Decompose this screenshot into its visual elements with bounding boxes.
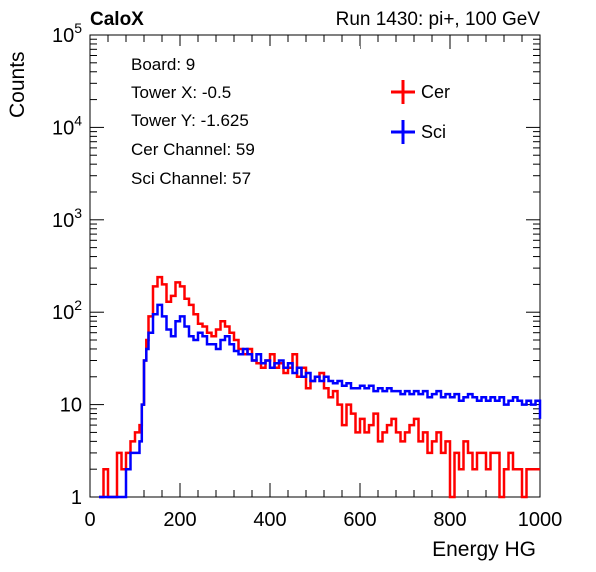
y-tick-label: 103 xyxy=(52,205,82,232)
info-box xyxy=(122,46,360,198)
x-tick-label: 1000 xyxy=(518,509,563,531)
x-tick-labels: 0 200 400 600 800 1000 xyxy=(84,509,562,531)
info-line-sci-channel: Sci Channel: 57 xyxy=(131,169,251,188)
legend-marker-cer xyxy=(391,80,415,104)
y-tick-label: 104 xyxy=(52,112,82,139)
x-tick-label: 600 xyxy=(343,509,376,531)
x-tick-label: 200 xyxy=(163,509,196,531)
legend: Cer Sci xyxy=(391,80,450,144)
x-axis-label: Energy HG xyxy=(432,538,536,561)
legend-label-sci: Sci xyxy=(421,122,446,142)
x-tick-label: 0 xyxy=(84,509,95,531)
info-line-tower-y: Tower Y: -1.625 xyxy=(131,111,249,130)
y-tick-label: 105 xyxy=(52,20,82,47)
chart-header-left: CaloX xyxy=(90,9,144,30)
y-tick-label: 102 xyxy=(52,297,82,324)
info-line-tower-x: Tower X: -0.5 xyxy=(131,83,231,102)
series-line-cer xyxy=(99,275,540,499)
y-axis-label: Counts xyxy=(6,51,29,118)
chart-header-right: Run 1430: pi+, 100 GeV xyxy=(336,9,541,30)
plot-frame xyxy=(89,34,541,498)
y-tick-label: 10 xyxy=(60,395,82,417)
legend-label-cer: Cer xyxy=(421,82,450,102)
series-group xyxy=(99,275,542,499)
y-tick-labels: 1 10 102 103 104 105 xyxy=(52,20,82,509)
y-tick-label: 1 xyxy=(71,487,82,509)
axis-ticks xyxy=(89,34,541,498)
x-tick-label: 400 xyxy=(253,509,286,531)
info-line-cer-channel: Cer Channel: 59 xyxy=(131,140,255,159)
x-tick-label: 800 xyxy=(433,509,466,531)
legend-marker-sci xyxy=(391,120,415,144)
series-line-sci xyxy=(99,303,542,499)
info-line-board: Board: 9 xyxy=(131,55,195,74)
